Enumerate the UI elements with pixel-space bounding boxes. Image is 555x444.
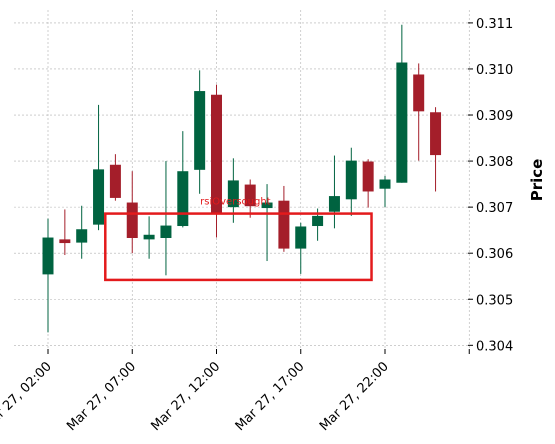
y-tick-label: 0.307 [476,201,513,216]
y-tick-label: 0.306 [476,247,513,262]
x-tick-label: Mar 27, 22:00 [317,359,392,434]
y-tick-label: 0.308 [476,155,513,170]
candle-body [244,184,256,207]
candle-body [59,239,71,244]
candle-body [126,202,138,238]
y-tick-label: 0.304 [476,339,513,354]
y-axis-label: Price [528,159,546,202]
candle-body [76,229,88,243]
candle-body [362,161,374,192]
candle-body [143,234,155,240]
x-tick-label: Mar 27, 02:00 [0,359,55,434]
candle-body [160,225,172,238]
candle-body [211,94,222,214]
annotation-box [104,212,373,282]
candle-body [42,237,54,275]
candle-body [93,169,105,225]
candle-body [312,215,324,227]
candle-body [261,202,273,209]
y-tick-label: 0.311 [476,17,513,32]
candle-body [295,226,307,249]
candle-body [109,164,121,198]
y-tick-label: 0.309 [476,109,513,124]
candle-body [328,196,340,212]
annotation-layer: rsiOversought [104,197,373,282]
candles-layer [42,24,442,333]
candle-body [413,74,425,112]
candle-body [227,180,239,208]
candle-body [177,171,189,227]
candle-body [194,91,206,170]
candle-body [396,62,408,183]
candle-body [278,200,290,249]
y-tick-label: 0.305 [476,293,513,308]
axes-layer: 0.304 0.305 0.306 0.307 0.308 0.309 0.310 0.311… [0,17,513,434]
annotation-label: rsiOversought [200,197,271,208]
candle-body [345,160,357,200]
x-tick-label: Mar 27, 17:00 [233,359,308,434]
candle-body [430,112,442,156]
candle-body [379,179,391,189]
x-tick-label: Mar 27, 07:00 [64,359,139,434]
x-tick-label: Mar 27, 12:00 [148,359,223,434]
y-tick-label: 0.310 [476,63,513,78]
